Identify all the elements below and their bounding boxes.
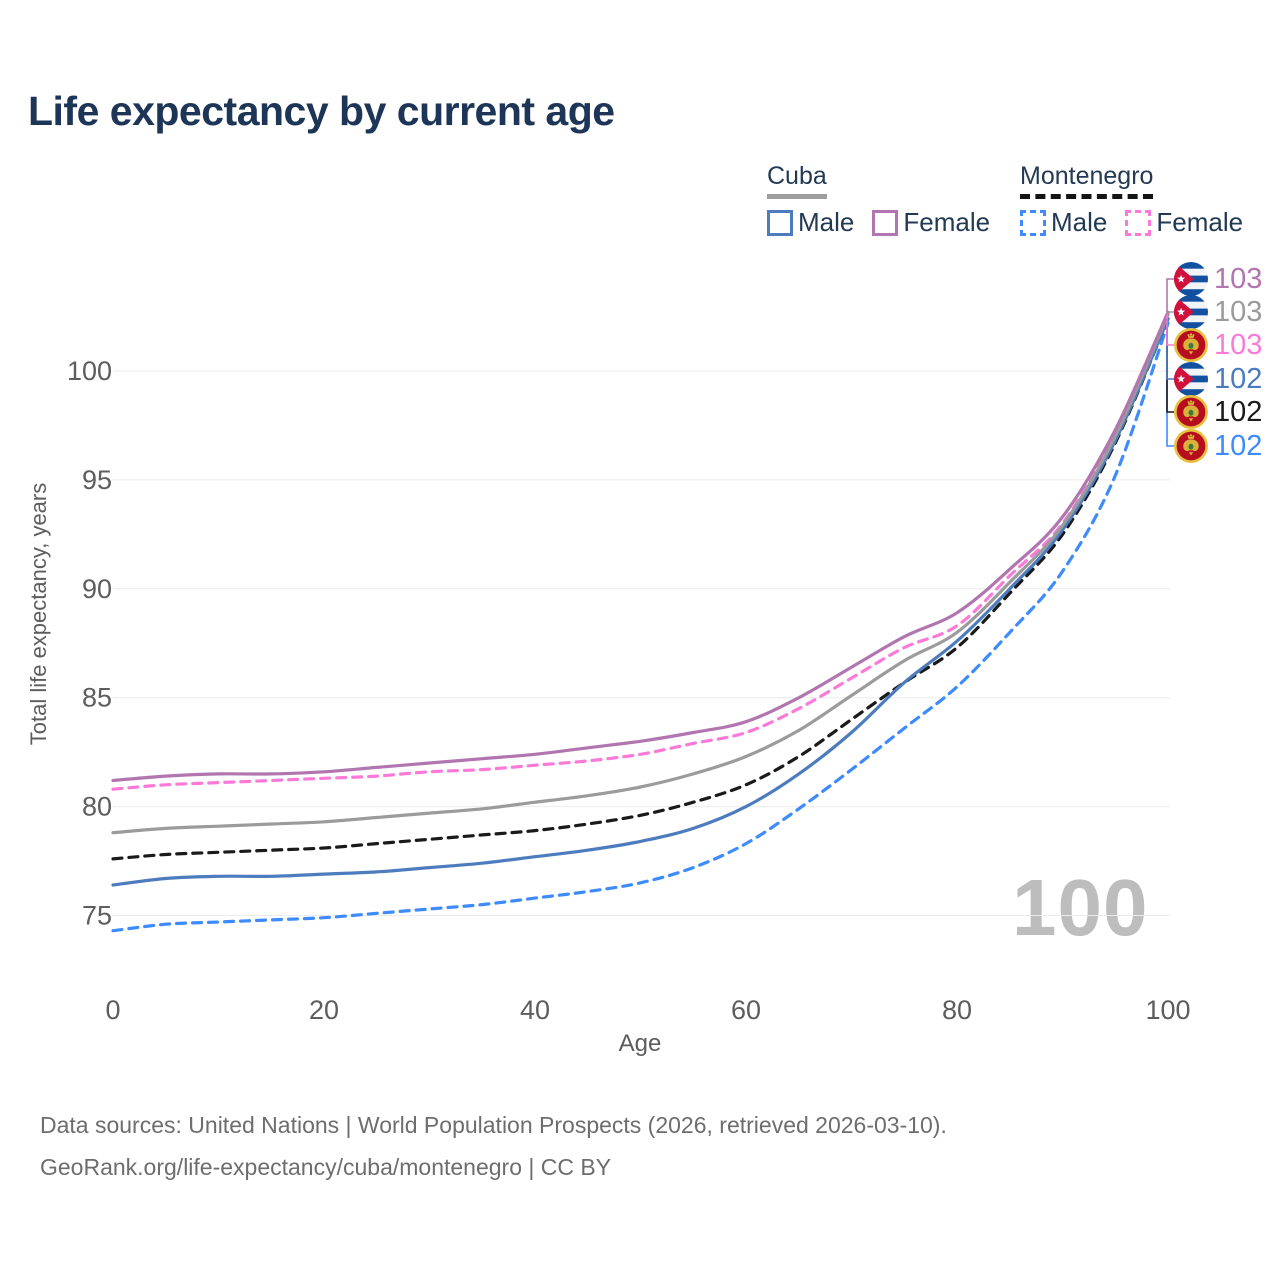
end-label-connector-montenegro-male bbox=[1166, 323, 1174, 447]
montenegro-flag-icon bbox=[1174, 395, 1208, 429]
end-value: 102 bbox=[1214, 429, 1263, 462]
end-label-row: 103 bbox=[1174, 261, 1262, 297]
cuba-flag-icon bbox=[1174, 262, 1208, 296]
x-tick-label: 40 bbox=[520, 995, 550, 1025]
y-tick-label: 85 bbox=[82, 683, 112, 713]
end-label-row: 102 bbox=[1174, 428, 1262, 464]
end-label-row: 102 bbox=[1174, 361, 1262, 397]
legend-label-cuba-male[interactable]: Male bbox=[798, 207, 855, 237]
legend-country-cuba[interactable]: Cuba bbox=[767, 162, 827, 199]
end-value: 103 bbox=[1214, 295, 1263, 328]
legend-label-montenegro-female[interactable]: Female bbox=[1156, 207, 1244, 237]
montenegro-flag-icon bbox=[1174, 429, 1208, 463]
x-tick-label: 20 bbox=[309, 995, 339, 1025]
x-tick-label: 100 bbox=[1145, 995, 1190, 1025]
end-label-connector-montenegro-female bbox=[1166, 314, 1174, 346]
end-value: 102 bbox=[1214, 362, 1263, 395]
end-label-row: 102 bbox=[1174, 394, 1262, 430]
series-line-montenegro-male bbox=[111, 321, 1170, 933]
y-axis-title: Total life expectancy, years bbox=[26, 483, 51, 746]
legend-swatch-cuba-male[interactable] bbox=[767, 209, 793, 236]
end-value: 103 bbox=[1214, 328, 1263, 361]
legend-country-montenegro[interactable]: Montenegro bbox=[1020, 162, 1154, 199]
x-tick-label: 80 bbox=[942, 995, 972, 1025]
legend-swatch-cuba-female[interactable] bbox=[872, 209, 899, 236]
watermark-age-100: 100 bbox=[1012, 863, 1149, 952]
cuba-flag-icon bbox=[1174, 362, 1208, 396]
end-label-connector-montenegro-both bbox=[1166, 318, 1174, 413]
series-line-cuba-male bbox=[111, 317, 1170, 887]
y-tick-label: 75 bbox=[82, 901, 112, 931]
legend-group-montenegro: Montenegro Male Female bbox=[1020, 162, 1261, 238]
y-tick-label: 100 bbox=[67, 356, 112, 386]
series-line-montenegro-female bbox=[111, 312, 1170, 791]
series-line-cuba-female bbox=[111, 310, 1170, 783]
y-tick-label: 95 bbox=[82, 465, 112, 495]
x-tick-label: 0 bbox=[105, 995, 120, 1025]
series-line-cuba-both bbox=[111, 312, 1170, 835]
legend-group-cuba: Cuba Male Female bbox=[767, 162, 1008, 238]
end-value: 103 bbox=[1214, 262, 1263, 295]
legend-label-montenegro-male[interactable]: Male bbox=[1051, 207, 1108, 237]
legend-label-cuba-female[interactable]: Female bbox=[903, 207, 991, 237]
montenegro-flag-icon bbox=[1174, 328, 1208, 362]
legend-swatch-montenegro-female[interactable] bbox=[1125, 209, 1152, 236]
footer-sources-line: Data sources: United Nations | World Pop… bbox=[40, 1112, 947, 1138]
series-line-montenegro-both bbox=[111, 317, 1170, 861]
end-label-connector-cuba-female bbox=[1166, 278, 1174, 313]
x-axis-title: Age bbox=[619, 1030, 662, 1057]
cuba-flag-icon bbox=[1174, 295, 1208, 329]
x-tick-label: 60 bbox=[731, 995, 761, 1025]
y-tick-label: 90 bbox=[82, 574, 112, 604]
end-label-row: 103 bbox=[1174, 327, 1262, 363]
end-value: 102 bbox=[1214, 395, 1263, 428]
footer: Data sources: United Nations | World Pop… bbox=[40, 1104, 947, 1188]
end-label-row: 103 bbox=[1174, 294, 1262, 330]
page-title: Life expectancy by current age bbox=[28, 88, 615, 134]
footer-attribution-line: GeoRank.org/life-expectancy/cuba/montene… bbox=[40, 1154, 612, 1180]
legend-swatch-montenegro-male[interactable] bbox=[1020, 209, 1046, 236]
y-tick-label: 80 bbox=[82, 792, 112, 822]
